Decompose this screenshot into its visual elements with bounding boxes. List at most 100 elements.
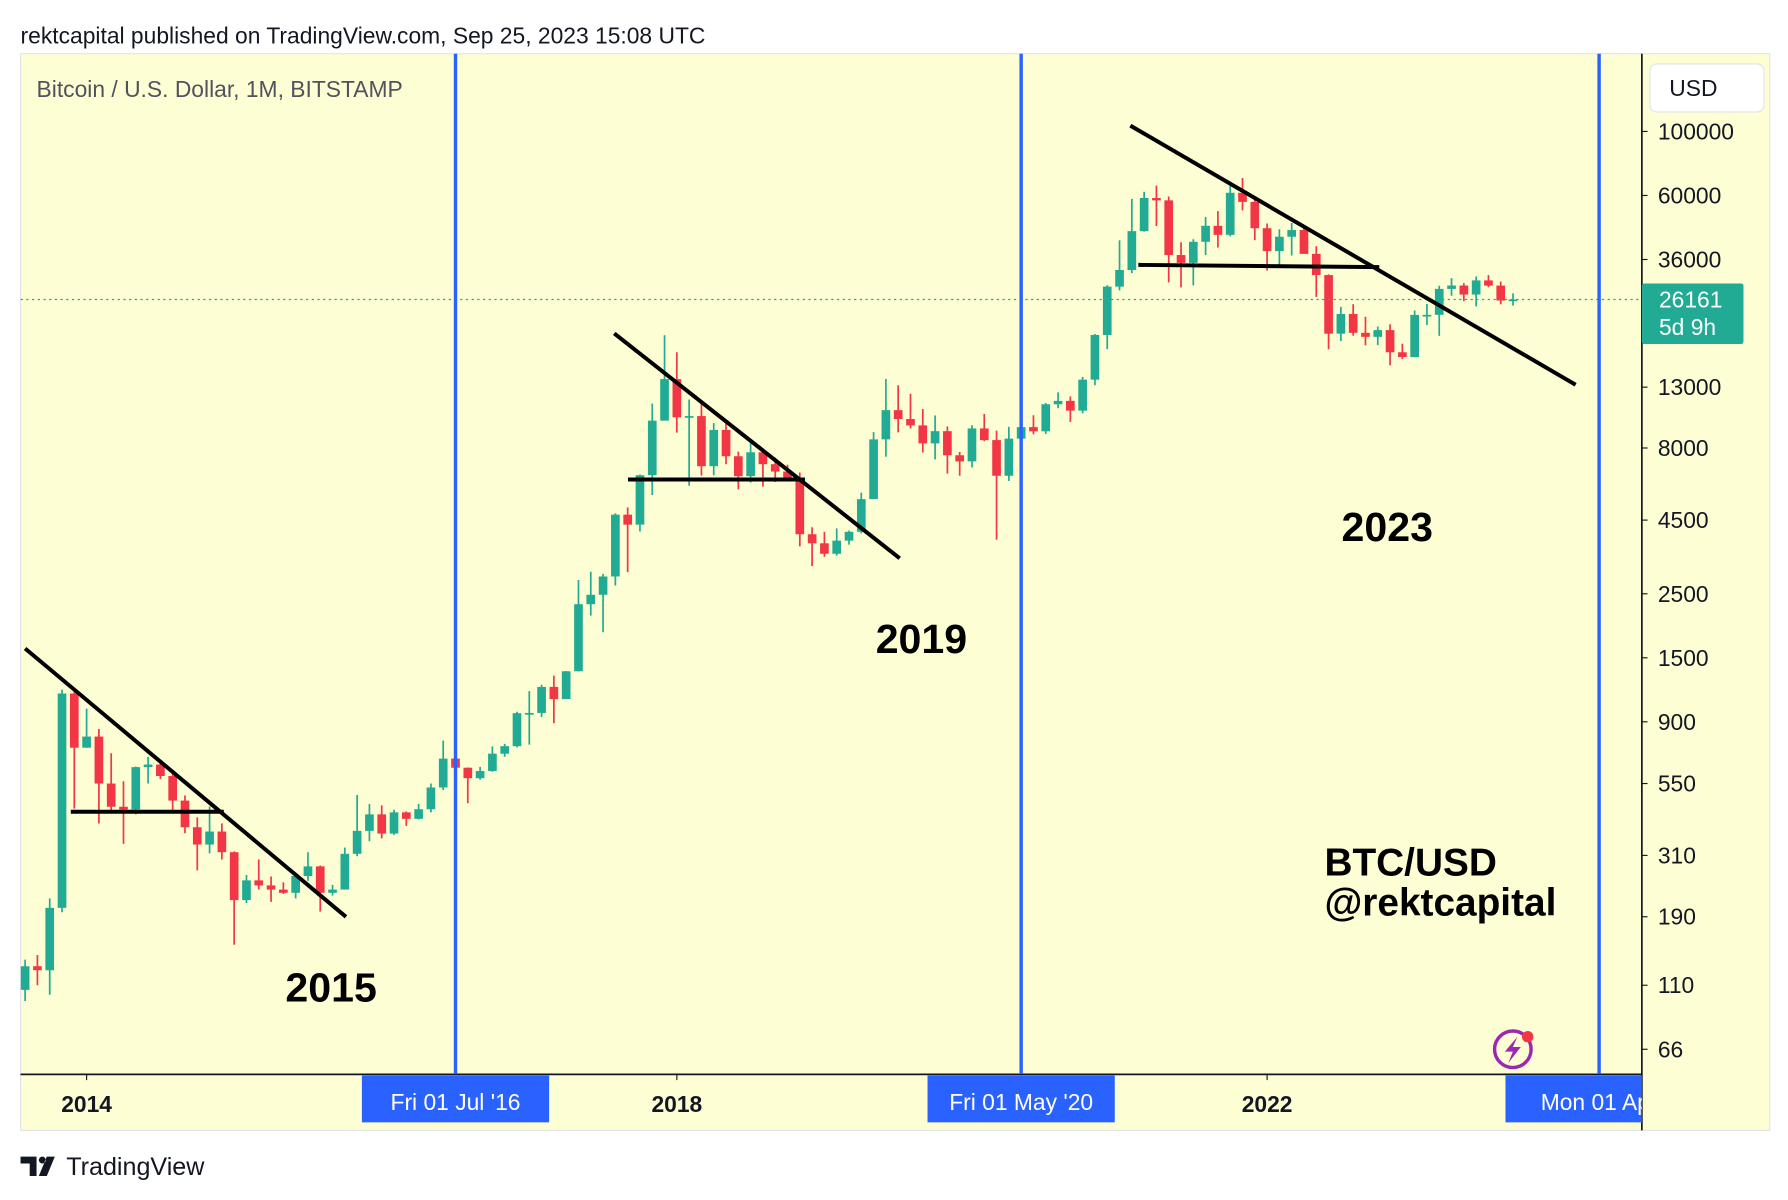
candle-body <box>1066 400 1075 411</box>
candle-body <box>611 514 620 577</box>
candle-body <box>389 812 399 834</box>
annotation: 2023 <box>1342 504 1433 550</box>
candle-body <box>807 534 817 544</box>
candle-body <box>930 431 940 444</box>
candle-body <box>119 806 128 810</box>
support-line <box>1138 262 1380 270</box>
candle-body <box>1139 198 1149 232</box>
candle-body <box>69 693 79 748</box>
symbol-title: Bitcoin / U.S. Dollar, 1M, BITSTAMP <box>37 76 403 102</box>
candle-body <box>733 456 743 477</box>
candle-body <box>1336 313 1346 334</box>
y-tick-label: 13000 <box>1658 374 1721 400</box>
candle-body <box>635 475 645 525</box>
candle-body <box>377 814 387 834</box>
y-tick-label: 8000 <box>1658 435 1709 461</box>
candle-body <box>1385 330 1395 353</box>
x-tick-label: 2014 <box>61 1091 112 1117</box>
trend-line <box>613 331 901 560</box>
candle-body <box>795 477 805 535</box>
candle-body <box>266 885 276 890</box>
candle-body <box>229 852 239 901</box>
candle-body <box>1225 192 1235 235</box>
plot: Fri 01 Jul '16 Fri 01 May '20 Mon 01 Apr <box>20 53 1642 1123</box>
candle-body <box>315 866 325 893</box>
candle-body <box>586 594 596 605</box>
candle-body <box>1471 280 1481 295</box>
candle-body <box>1373 330 1383 337</box>
candle-body <box>1434 288 1444 315</box>
candle-body <box>242 880 251 901</box>
candle-body <box>721 429 731 457</box>
x-tick-label: 2018 <box>651 1091 702 1117</box>
candle-body <box>598 576 608 595</box>
candle-body <box>438 758 448 788</box>
y-tick-label: 66 <box>1658 1036 1683 1062</box>
y-tick-label: 1500 <box>1658 645 1709 671</box>
candle-body <box>967 428 977 462</box>
candle-body <box>623 514 632 525</box>
candle-body <box>955 455 965 462</box>
annotation: @rektcapital <box>1324 882 1556 925</box>
candle-body <box>672 379 682 418</box>
candle-body <box>1029 427 1038 432</box>
candle-body <box>1090 334 1100 380</box>
trend-line <box>1129 123 1577 387</box>
candle-body <box>1299 230 1309 254</box>
currency-button[interactable] <box>1649 63 1765 113</box>
candle-body <box>488 753 497 771</box>
candle-body <box>758 452 768 465</box>
candle-body <box>1041 404 1051 432</box>
candle-body <box>303 866 313 876</box>
candle-body <box>1496 285 1506 301</box>
candle-body <box>328 889 337 893</box>
candle-body <box>192 827 202 845</box>
candle-body <box>205 831 214 845</box>
y-tick-label: 900 <box>1658 709 1696 735</box>
candle-body <box>906 419 915 426</box>
watermark-icon <box>1492 1029 1534 1070</box>
candle-body <box>340 853 350 890</box>
candle-body <box>1250 201 1260 229</box>
candle-body <box>365 814 374 831</box>
candle-body <box>180 800 190 828</box>
annotation: BTC/USD <box>1324 842 1496 885</box>
annotations: 2015 2019 2023 BTC/USD @rektcapital <box>285 504 1556 1010</box>
y-tick-label: 60000 <box>1658 182 1721 208</box>
y-tick-label: 4500 <box>1658 507 1709 533</box>
marker-label-box <box>361 1075 550 1123</box>
candle-body <box>660 379 669 421</box>
candle-body <box>156 764 165 777</box>
last-price-label: 26161 <box>1659 286 1722 312</box>
candle-body <box>709 429 719 467</box>
candle-body <box>1348 313 1358 333</box>
candle-body <box>217 831 227 853</box>
candle-body <box>1188 241 1198 263</box>
candle-body <box>537 686 546 713</box>
annotation: 2019 <box>876 616 967 662</box>
candle-body <box>512 713 522 747</box>
candle-body <box>1447 285 1456 289</box>
candle-body <box>1410 314 1419 358</box>
footer-brand: TradingView <box>66 1153 205 1181</box>
candle-body <box>697 416 706 467</box>
candle-body <box>524 712 534 715</box>
y-tick-label: 100000 <box>1658 118 1734 144</box>
marker-label-box <box>927 1075 1115 1123</box>
y-tick-label: 190 <box>1658 904 1696 930</box>
candle-body <box>1078 379 1087 411</box>
candle-body <box>82 736 91 748</box>
candle-body <box>1324 275 1333 334</box>
y-tick-label: 550 <box>1658 771 1696 797</box>
candle-body <box>254 880 264 886</box>
annotation: 2015 <box>285 964 376 1010</box>
candle-body <box>856 499 866 532</box>
candle-body <box>1361 332 1370 337</box>
candle-body <box>1238 192 1247 202</box>
candle-body <box>832 540 842 554</box>
candle-body <box>918 425 928 444</box>
candle-body <box>33 966 42 971</box>
candle-body <box>770 464 780 472</box>
